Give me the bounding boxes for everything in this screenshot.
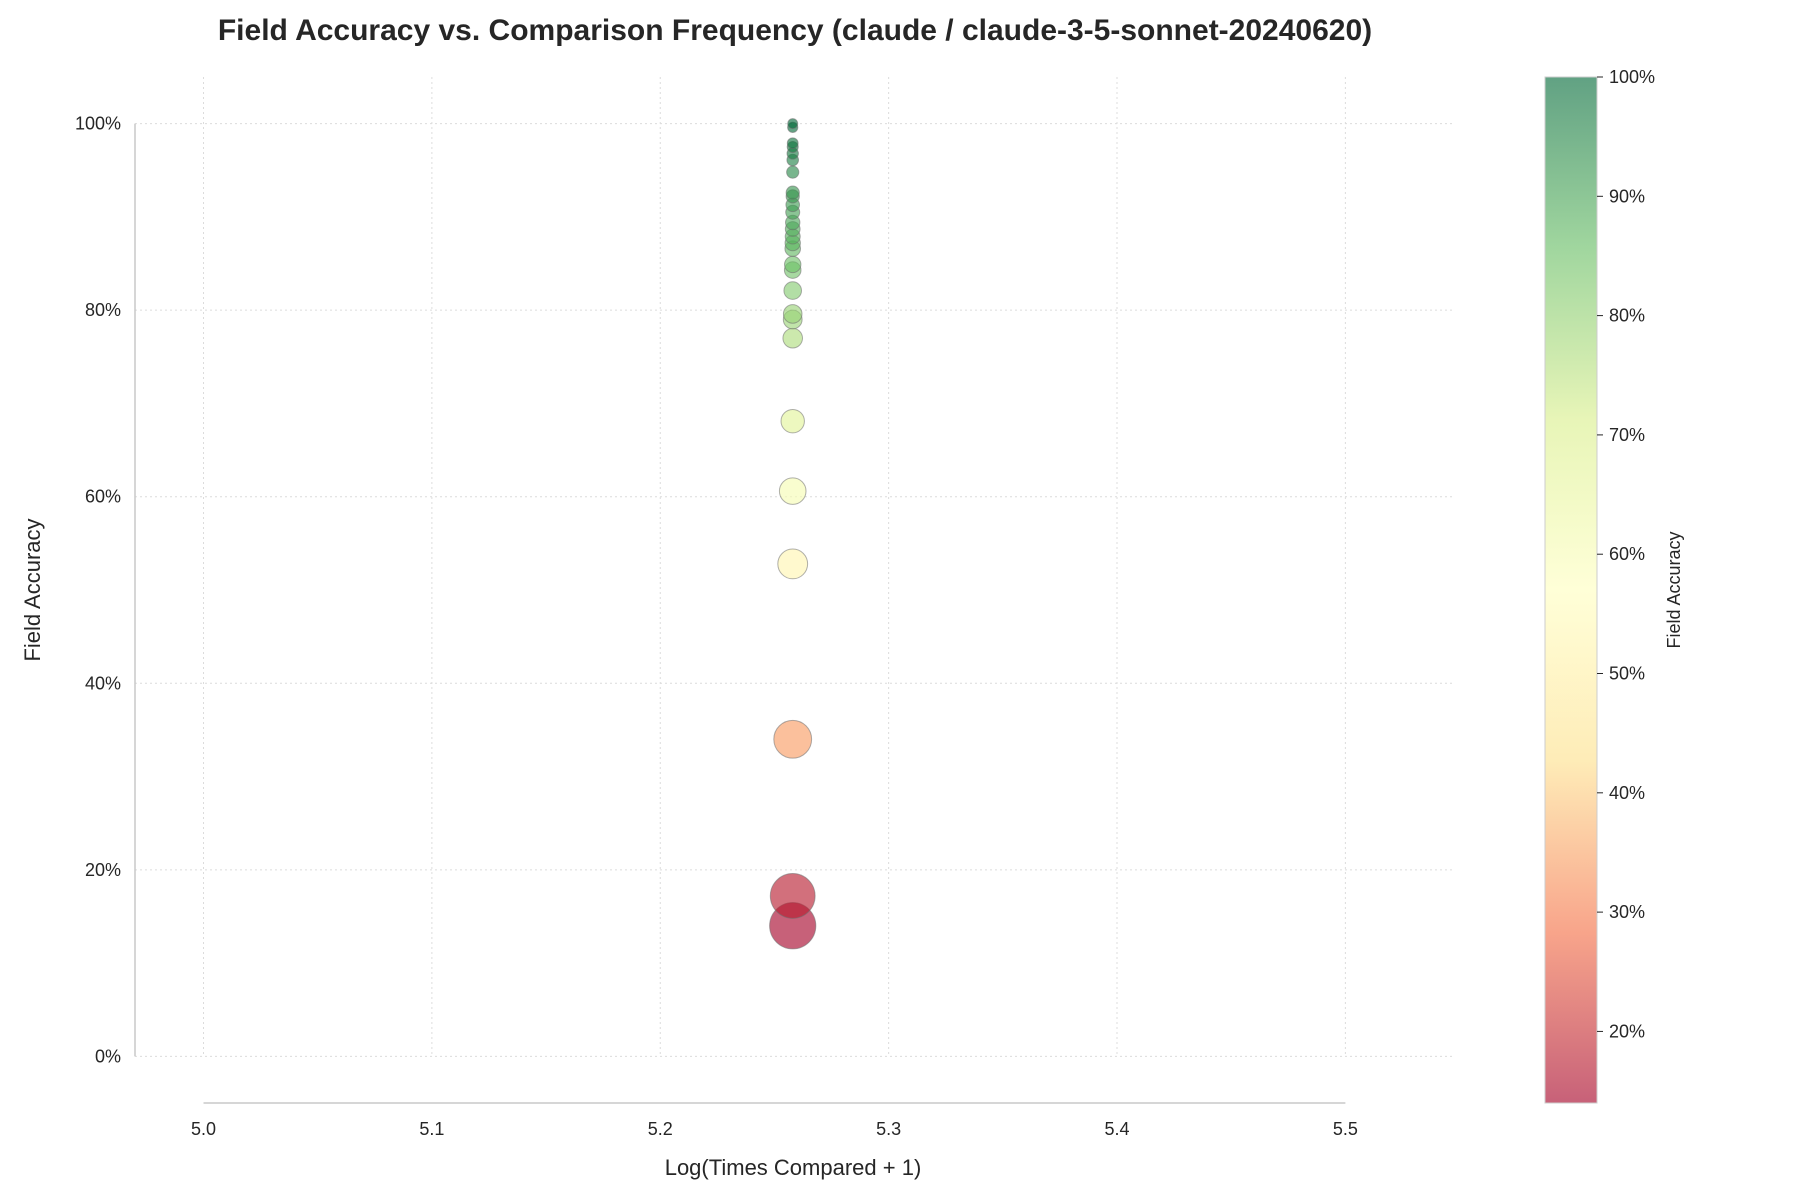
scatter-point — [777, 548, 809, 580]
axes — [134, 123, 1346, 1104]
chart-title: Field Accuracy vs. Comparison Frequency … — [217, 14, 1373, 47]
colorbar-tick-label: 20% — [1609, 1021, 1645, 1041]
colorbar-tick-label: 100% — [1609, 67, 1655, 87]
scatter-point — [786, 165, 800, 179]
scatter-point — [780, 408, 805, 434]
x-tick-label: 5.1 — [419, 1119, 444, 1139]
colorbar-tick-label: 60% — [1609, 544, 1645, 564]
colorbar-tick-label: 70% — [1609, 425, 1645, 445]
y-tick-label: 100% — [75, 114, 121, 134]
colorbar-gradient — [1544, 76, 1598, 1104]
scatter-point — [782, 304, 803, 324]
scatter-point — [773, 719, 813, 759]
y-axis-label: Field Accuracy — [20, 518, 45, 661]
colorbar: 20% 30% 40% 50% 60% 70% 80% 90% 100% — [1544, 67, 1655, 1104]
x-tick-label: 5.2 — [648, 1119, 673, 1139]
scatter-point — [783, 281, 803, 300]
scatter-point — [787, 118, 799, 130]
scatter-point — [769, 873, 816, 919]
x-tick-label: 5.5 — [1333, 1119, 1358, 1139]
colorbar-tick-label: 40% — [1609, 783, 1645, 803]
colorbar-label: Field Accuracy — [1664, 531, 1684, 648]
colorbar-tick-label: 90% — [1609, 186, 1645, 206]
colorbar-tick-label: 30% — [1609, 902, 1645, 922]
scatter-point — [778, 477, 807, 505]
x-tick-labels: 5.0 5.1 5.2 5.3 5.4 5.5 — [191, 1119, 1358, 1139]
y-tick-label: 0% — [95, 1046, 121, 1066]
x-tick-label: 5.0 — [191, 1119, 216, 1139]
y-tick-label: 80% — [85, 300, 121, 320]
x-tick-label: 5.3 — [876, 1119, 901, 1139]
scatter-point — [786, 137, 799, 150]
x-tick-label: 5.4 — [1104, 1119, 1129, 1139]
data-points — [769, 118, 817, 950]
scatter-point — [784, 255, 802, 274]
colorbar-tick-label: 80% — [1609, 306, 1645, 326]
y-tick-label: 60% — [85, 487, 121, 507]
y-tick-label: 20% — [85, 860, 121, 880]
y-tick-labels: 0% 20% 40% 60% 80% 100% — [75, 114, 121, 1067]
scatter-point — [782, 327, 804, 349]
colorbar-tick-label: 50% — [1609, 664, 1645, 684]
scatter-point — [785, 185, 800, 200]
y-tick-label: 40% — [85, 673, 121, 693]
x-axis-label: Log(Times Compared + 1) — [665, 1155, 922, 1180]
